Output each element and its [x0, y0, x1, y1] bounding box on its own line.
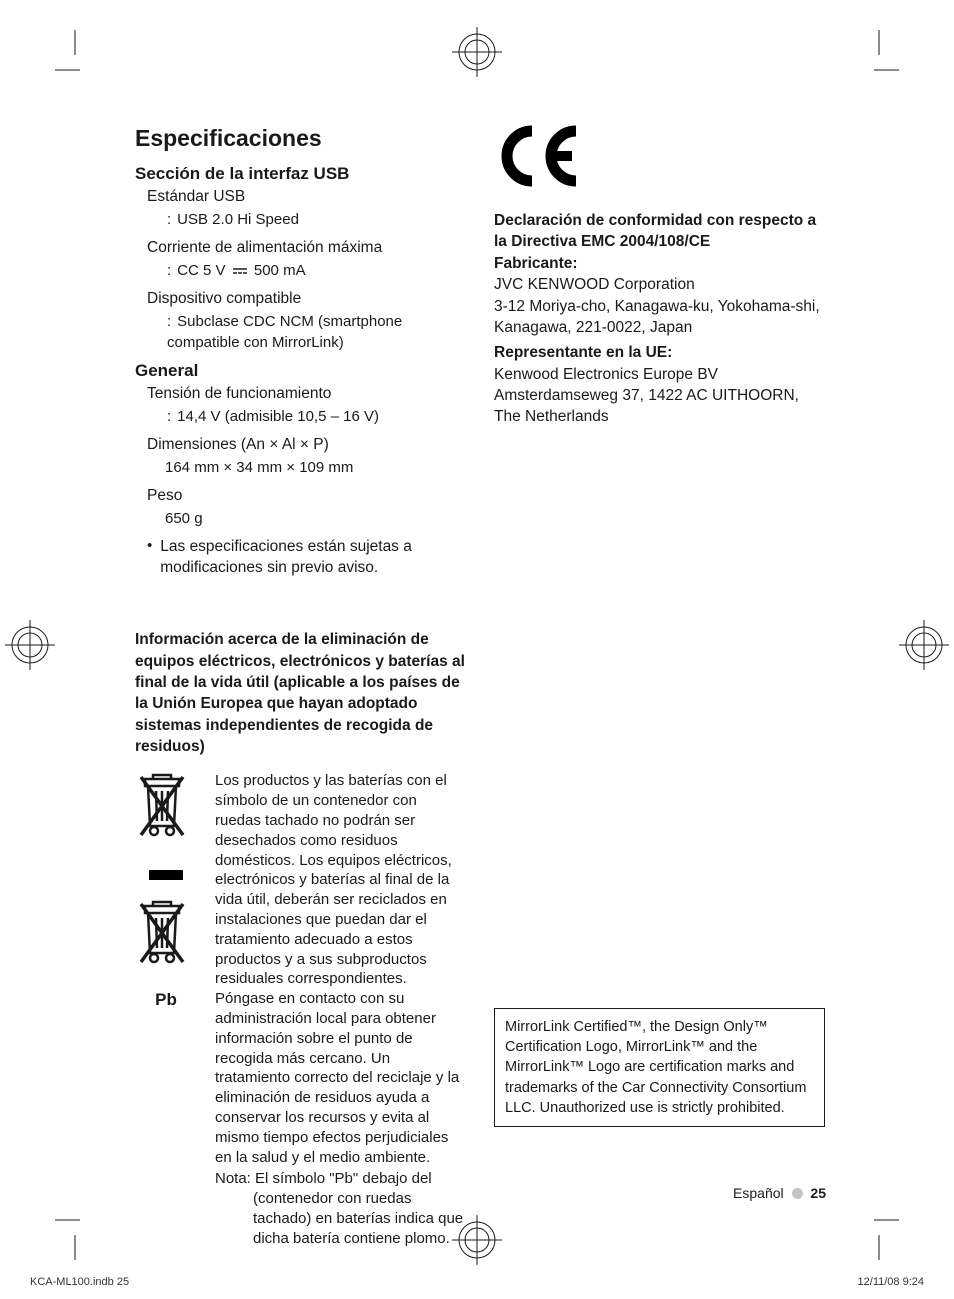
registration-mark-icon — [0, 615, 60, 675]
footer-circle-icon — [792, 1188, 803, 1199]
spec-label: Dimensiones (An × Al × P) — [147, 435, 466, 456]
left-column: Especificaciones Sección de la interfaz … — [135, 125, 466, 1249]
declaration-title: Declaración de conformidad con respecto … — [494, 210, 825, 253]
dc-symbol-icon — [233, 267, 247, 275]
registration-mark-icon — [447, 22, 507, 82]
weee-note-label: Nota: — [215, 1170, 251, 1187]
rep-body: Kenwood Electronics Europe BV Amsterdams… — [494, 364, 825, 428]
spec-value-text: 14,4 V (admisible 10,5 – 16 V) — [177, 408, 379, 425]
weee-block: Pb Los productos y las baterías con el s… — [135, 771, 466, 1248]
page-title: Especificaciones — [135, 125, 466, 152]
notice-text: Las especificaciones están sujetas a mod… — [160, 537, 466, 579]
spec-value-text: 500 mA — [254, 262, 306, 279]
footer-timestamp: 12/11/08 9:24 — [858, 1276, 924, 1288]
pb-label: Pb — [135, 990, 197, 1010]
trademark-box: MirrorLink Certified™, the Design Only™ … — [494, 1008, 825, 1127]
footer-language: Español 25 — [733, 1185, 826, 1201]
spec-label: Peso — [147, 486, 466, 507]
weee-heading: Información acerca de la eliminación de … — [135, 629, 466, 757]
spec-value-text: USB 2.0 Hi Speed — [177, 211, 299, 228]
rep-label: Representante en la UE: — [494, 342, 825, 363]
manufacturer-body: JVC KENWOOD Corporation 3-12 Moriya-cho,… — [494, 274, 825, 338]
weee-note-first: El símbolo "Pb" debajo del — [255, 1170, 432, 1187]
usb-section-title: Sección de la interfaz USB — [135, 164, 466, 184]
footer-page-number: 25 — [810, 1185, 826, 1201]
weee-note: Nota: El símbolo "Pb" debajo del (conten… — [215, 1169, 466, 1248]
weee-bin-icon — [135, 771, 190, 845]
spec-label: Tensión de funcionamiento — [147, 384, 466, 405]
general-section-title: General — [135, 361, 466, 381]
spec-value-text: CC 5 V — [177, 262, 225, 279]
right-column: Declaración de conformidad con respecto … — [494, 125, 825, 1249]
spec-value: :CC 5 V 500 mA — [167, 261, 466, 281]
spec-value: 164 mm × 34 mm × 109 mm — [165, 458, 466, 478]
spec-value: :Subclase CDC NCM (smartphone compatible… — [167, 312, 466, 353]
spec-label: Estándar USB — [147, 187, 466, 208]
spec-label: Corriente de alimentación máxima — [147, 238, 466, 259]
bullet-icon: • — [147, 537, 152, 579]
footer-lang-text: Español — [733, 1185, 784, 1201]
weee-note-rest: (contenedor con ruedas tachado) en bater… — [253, 1189, 466, 1248]
spec-value: 650 g — [165, 509, 466, 529]
registration-mark-icon — [894, 615, 954, 675]
notice-row: • Las especificaciones están sujetas a m… — [147, 537, 466, 579]
spec-value: :14,4 V (admisible 10,5 – 16 V) — [167, 407, 466, 427]
page-body: Especificaciones Sección de la interfaz … — [135, 125, 825, 1249]
black-bar-icon — [149, 870, 183, 880]
weee-icon-column: Pb — [135, 771, 197, 1248]
weee-text-column: Los productos y las baterías con el símb… — [215, 771, 466, 1248]
weee-body: Los productos y las baterías con el símb… — [215, 771, 466, 1167]
spec-value: :USB 2.0 Hi Speed — [167, 210, 466, 230]
weee-bin-pb-icon — [135, 898, 190, 968]
footer-filename: KCA-ML100.indb 25 — [30, 1276, 129, 1288]
manufacturer-label: Fabricante: — [494, 253, 825, 274]
ce-mark-icon — [494, 125, 584, 187]
spec-value-text: Subclase CDC NCM (smartphone compatible … — [167, 313, 402, 350]
spec-label: Dispositivo compatible — [147, 289, 466, 310]
